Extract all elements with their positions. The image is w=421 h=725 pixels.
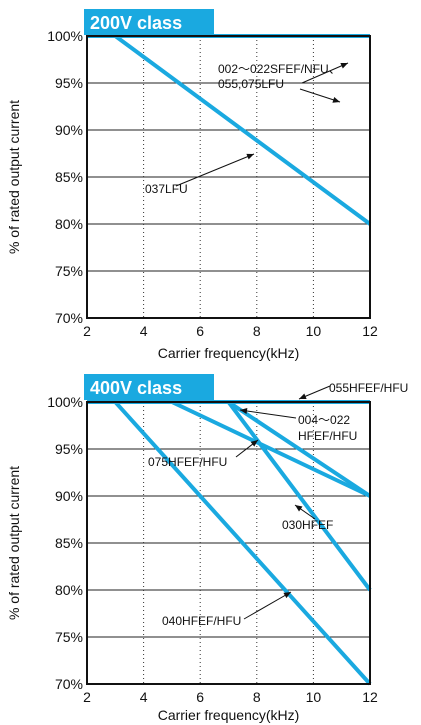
y-tick-label: 90%: [55, 122, 83, 138]
annotation-arrowhead: [246, 153, 254, 160]
chart-title-banner: [84, 9, 214, 35]
x-tick-label: 2: [83, 323, 91, 339]
x-tick-label: 10: [306, 323, 322, 339]
annotation-label: 002～022SFEF/NFU、: [218, 62, 341, 76]
y-tick-label: 85%: [55, 169, 83, 185]
annotation-label: HFEF/HFU: [298, 429, 357, 443]
x-tick-label: 8: [253, 323, 261, 339]
x-tick-label: 4: [140, 689, 148, 705]
y-tick-label: 80%: [55, 216, 83, 232]
annotation-arrowhead: [332, 96, 340, 103]
annotation-arrowhead: [295, 505, 303, 512]
annotation-arrowhead: [240, 408, 248, 414]
annotation-label: 030HFEF: [282, 518, 333, 532]
x-axis-label: Carrier frequency(kHz): [158, 345, 300, 361]
annotation-leader: [239, 409, 297, 419]
chart-title-banner: [84, 374, 214, 400]
y-axis-label: % of rated output current: [6, 466, 22, 620]
y-tick-label: 95%: [55, 75, 83, 91]
x-tick-label: 4: [140, 323, 148, 339]
plot-frame: [86, 35, 371, 319]
y-axis-label: % of rated output current: [6, 100, 22, 254]
x-tick-label: 10: [306, 689, 322, 705]
y-tick-label: 90%: [55, 488, 83, 504]
chart-200v: 200V class 70% 75% 80% 85% 90% 95% 100% 2 4 6 8 10 12…: [6, 9, 378, 361]
chart-title: 200V class: [90, 13, 182, 33]
annotation-arrowhead: [299, 393, 307, 400]
plot-frame: [86, 401, 371, 685]
annotation-arrowhead: [340, 63, 348, 69]
y-tick-label: 80%: [55, 582, 83, 598]
annotation-arrowhead: [250, 440, 258, 447]
x-axis-label: Carrier frequency(kHz): [158, 707, 300, 723]
y-tick-label: 75%: [55, 263, 83, 279]
y-tick-label: 85%: [55, 535, 83, 551]
annotation-label: 055HFEF/HFU: [329, 381, 408, 395]
annotation-label: 004～022: [298, 413, 350, 427]
y-tick-label: 75%: [55, 629, 83, 645]
y-tick-label: 70%: [55, 676, 83, 692]
y-tick-label: 70%: [55, 310, 83, 326]
y-tick-label: 100%: [47, 28, 83, 44]
x-tick-label: 6: [196, 689, 204, 705]
annotation-leader: [175, 153, 255, 187]
x-tick-label: 2: [83, 689, 91, 705]
x-tick-label: 12: [362, 323, 378, 339]
annotation-label: 055,075LFU: [218, 77, 284, 91]
annotation-leader: [301, 62, 349, 84]
annotation-arrowhead: [283, 592, 291, 599]
annotation-label: 075HFEF/HFU: [148, 455, 227, 469]
chart-400v: 400V class 70% 75% 80% 85% 90% 95% 100% 2 4 6 8 10 12…: [6, 374, 408, 723]
x-tick-label: 6: [196, 323, 204, 339]
y-tick-label: 100%: [47, 394, 83, 410]
x-tick-label: 12: [362, 689, 378, 705]
y-tick-label: 95%: [55, 441, 83, 457]
annotation-label: 040HFEF/HFU: [162, 614, 241, 628]
x-tick-label: 8: [253, 689, 261, 705]
annotation-leader: [243, 591, 292, 620]
annotation-leader: [299, 88, 341, 103]
chart-title: 400V class: [90, 378, 182, 398]
